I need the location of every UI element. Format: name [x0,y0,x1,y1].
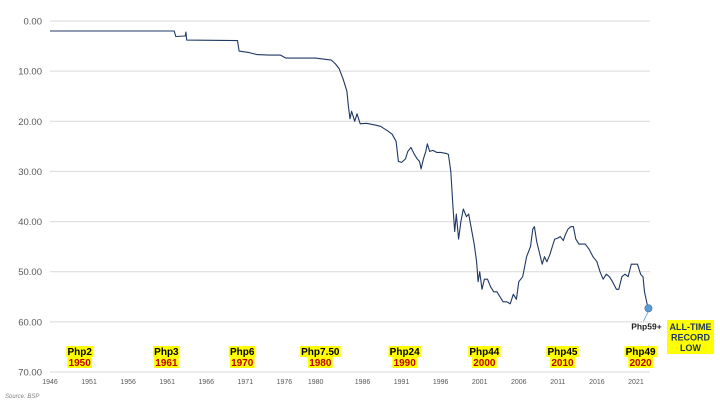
annotation-year-highlight [67,357,93,368]
annotation-year-highlight [628,357,653,368]
y-tick-label: 40.00 [18,217,42,228]
annotation-year: 1980 [309,358,332,369]
annotation-year-highlight [392,357,418,368]
annotation-value: Php6 [230,347,255,358]
x-tick-label: 1946 [42,379,58,386]
annotation-value-highlight [624,346,657,357]
annotation-value-highlight [468,346,501,357]
x-tick-label: 2016 [589,379,605,386]
annotation-year: 1950 [69,358,92,369]
y-tick-label: 0.00 [24,17,43,28]
y-tick-label: 30.00 [18,167,42,178]
y-tick-label: 10.00 [18,67,42,78]
x-tick-label: 1980 [308,379,324,386]
annotation-value-highlight [388,346,421,357]
record-note-line: ALL-TIME [670,322,712,332]
x-tick-label: 1966 [198,379,214,386]
annotation-value-highlight [152,346,180,357]
x-tick-label: 1976 [277,379,293,386]
annotation-value-highlight [66,346,94,357]
annotation-value: Php44 [469,347,499,358]
annotation-value: Php49 [626,347,656,358]
annotation-year: 1970 [231,358,254,369]
y-tick-label: 50.00 [18,267,42,278]
record-note-line: RECORD [671,333,711,343]
annotation-value-highlight [299,346,341,357]
highlight-label: Php59+ [631,321,662,331]
series-line [50,30,649,309]
x-tick-label: 1991 [394,379,410,386]
x-tick-label: 2021 [628,379,644,386]
x-tick-label: 1996 [433,379,449,386]
x-tick-label: 2011 [550,379,565,386]
annotation-value: Php24 [390,347,420,358]
annotation-value: Php2 [67,347,92,358]
x-tick-label: 1961 [159,379,175,386]
x-tick-label: 1986 [355,379,371,386]
annotation-year: 1990 [394,358,417,369]
annotation-year: 2000 [473,358,496,369]
source-note: Source: BSP [5,394,40,400]
highlight-point [644,304,653,313]
annotation-year-highlight [154,357,179,368]
highlight-leader [643,311,649,322]
y-tick-label: 60.00 [18,317,42,328]
record-note-highlight [667,320,714,354]
annotation-year: 1961 [155,358,178,369]
annotation-year-highlight [550,357,575,368]
annotation-year: 2010 [551,358,574,369]
x-tick-label: 2006 [511,379,527,386]
annotation-value-highlight [546,346,579,357]
annotation-year-highlight [472,357,497,368]
annotation-value: Php45 [547,347,577,358]
annotation-year-highlight [229,357,255,368]
annotation-year: 2020 [630,358,653,369]
annotation-value-highlight [228,346,256,357]
x-tick-label: 1971 [238,379,254,386]
y-tick-label: 20.00 [18,117,42,128]
x-tick-label: 2001 [472,379,488,386]
annotation-year-highlight [307,357,333,368]
x-tick-label: 1956 [120,379,136,386]
record-note-line: LOW [680,343,701,353]
y-tick-label: 70.00 [18,368,42,379]
x-tick-label: 1951 [81,379,97,386]
annotation-value: Php7.50 [301,347,340,358]
annotation-value: Php3 [154,347,179,358]
